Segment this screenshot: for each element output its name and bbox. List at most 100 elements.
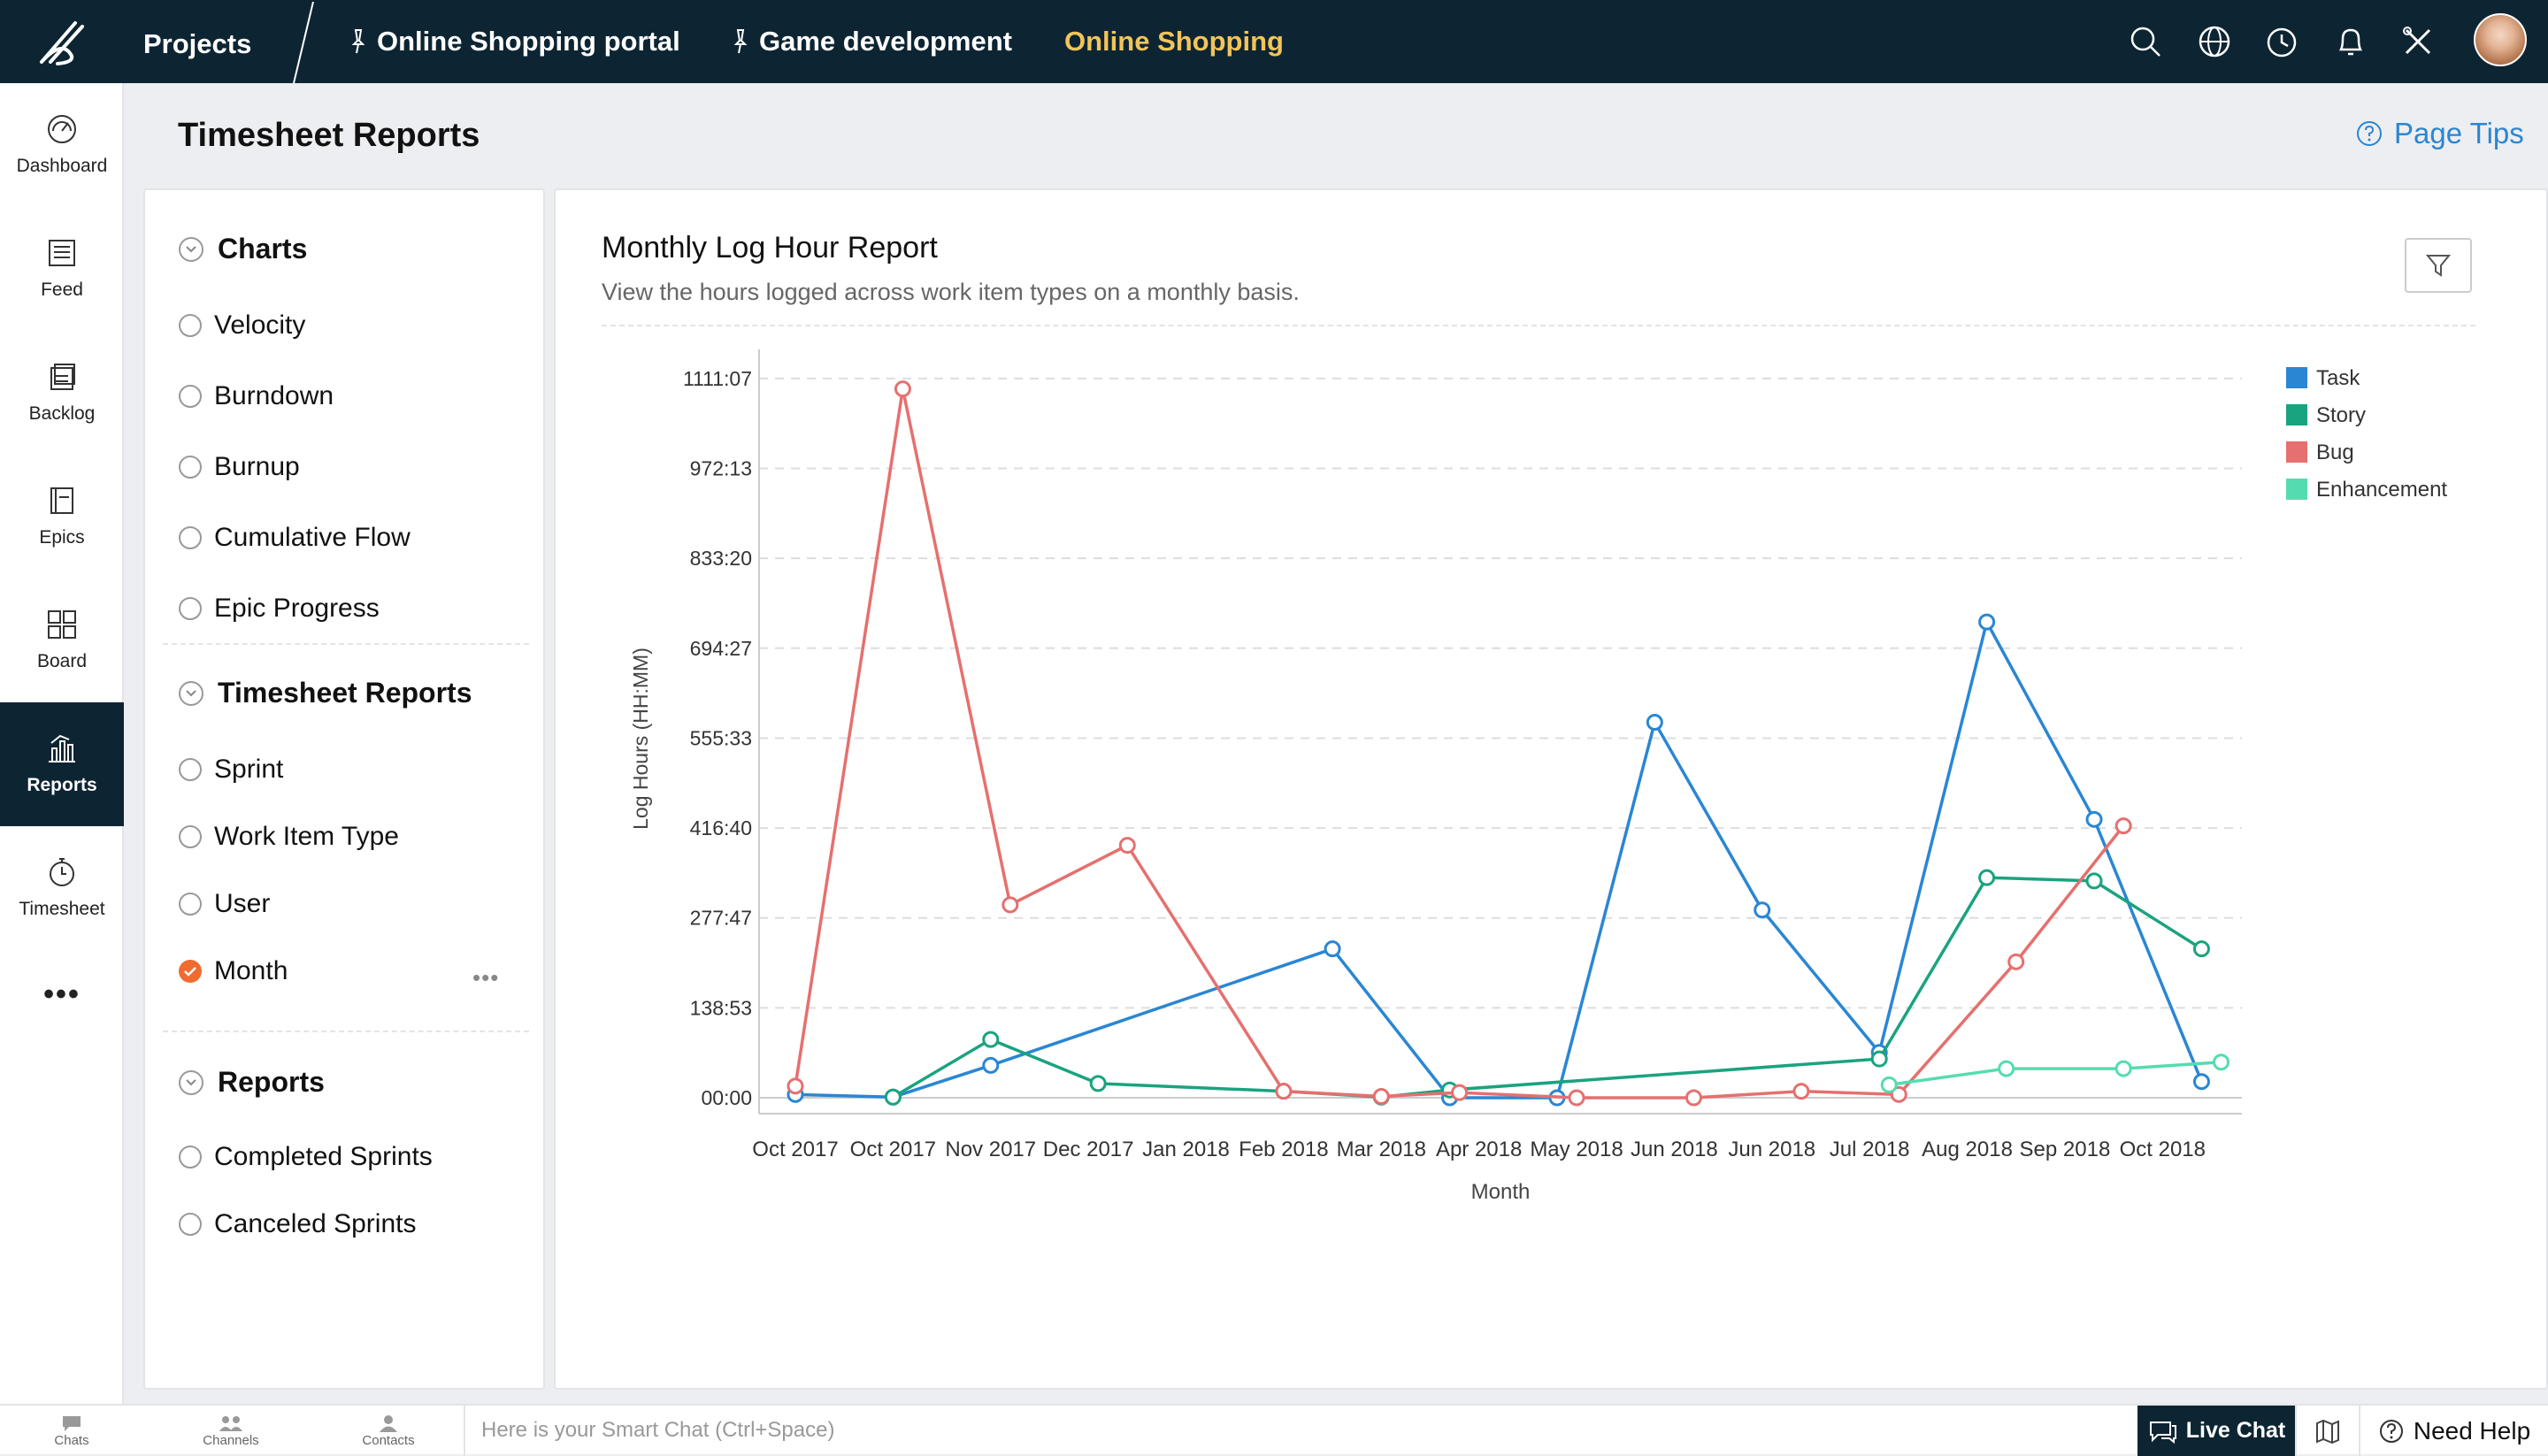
report-item-canceled-sprints[interactable]: Canceled Sprints: [179, 1209, 416, 1239]
x-tick-label: Aug 2018: [1922, 1138, 2013, 1161]
more-options-icon[interactable]: •••: [472, 964, 500, 991]
report-item-velocity[interactable]: Velocity: [179, 310, 305, 341]
report-item-burndown[interactable]: Burndown: [179, 381, 334, 411]
map-button[interactable]: [2295, 1406, 2359, 1456]
radio-button[interactable]: [179, 893, 202, 916]
channels-button[interactable]: Channels: [182, 1406, 280, 1456]
people-icon: [219, 1416, 242, 1431]
report-item-cumulative-flow[interactable]: Cumulative Flow: [179, 523, 411, 553]
radio-button[interactable]: [179, 1146, 202, 1169]
chevron-down-icon: [179, 236, 203, 262]
x-tick-label: Feb 2018: [1239, 1138, 1328, 1161]
sidebar-label: Feed: [41, 280, 83, 300]
report-item-completed-sprints[interactable]: Completed Sprints: [179, 1142, 433, 1172]
live-chat-button[interactable]: Live Chat: [2137, 1406, 2295, 1456]
chevron-down-icon: [179, 1069, 203, 1095]
report-item-user[interactable]: User: [179, 889, 270, 919]
page-title: Timesheet Reports: [178, 117, 480, 154]
data-point: [1372, 1088, 1390, 1106]
x-tick-label: Oct 2018: [2120, 1138, 2206, 1161]
filter-button[interactable]: [2405, 238, 2472, 293]
globe-icon[interactable]: [2196, 23, 2233, 60]
search-icon[interactable]: [2127, 23, 2164, 60]
need-help-button[interactable]: Need Help: [2359, 1406, 2548, 1456]
reports-icon: [49, 734, 75, 762]
data-point: [1324, 940, 1341, 958]
radio-button[interactable]: [179, 597, 202, 620]
sidebar-label: Epics: [39, 527, 85, 548]
report-divider: [602, 325, 2475, 326]
legend-swatch: [2286, 404, 2307, 425]
y-tick-label: 416:40: [690, 816, 752, 839]
contacts-label: Contacts: [362, 1433, 415, 1448]
sidebar-item-reports[interactable]: Reports: [0, 702, 124, 826]
x-tick-label: May 2018: [1530, 1138, 1623, 1161]
sidebar-item-feed[interactable]: Feed: [0, 207, 124, 331]
tools-icon[interactable]: [2399, 23, 2437, 60]
sidebar-item-timesheet[interactable]: Timesheet: [0, 826, 124, 950]
need-help-label: Need Help: [2413, 1416, 2531, 1445]
report-navigation-panel: Charts Velocity Burndown Burnup Cumulati…: [143, 188, 545, 1390]
data-point: [982, 1056, 1000, 1074]
sidebar-item-board[interactable]: Board: [0, 579, 124, 702]
x-tick-label: Apr 2018: [1436, 1138, 1522, 1161]
report-item-sprint[interactable]: Sprint: [179, 755, 283, 785]
chevron-down-icon: [179, 680, 203, 706]
radio-button-checked[interactable]: [179, 960, 202, 983]
chats-button[interactable]: Chats: [23, 1406, 120, 1456]
legend-label: Bug: [2316, 441, 2354, 464]
data-point: [1568, 1089, 1585, 1107]
data-point: [1451, 1084, 1469, 1101]
sidebar-item-epics[interactable]: Epics: [0, 455, 124, 579]
x-tick-label: Oct 2017: [850, 1138, 936, 1161]
data-point: [884, 1088, 902, 1106]
data-point: [894, 380, 911, 398]
radio-button[interactable]: [179, 825, 202, 848]
legend-label: Enhancement: [2316, 478, 2447, 502]
help-circle-icon: [2379, 1419, 2403, 1443]
stopwatch-icon: [50, 858, 74, 886]
nav-online-shopping[interactable]: Online Shopping: [1064, 0, 1284, 83]
report-item-epic-progress[interactable]: Epic Progress: [179, 594, 380, 624]
x-tick-label: Dec 2017: [1043, 1138, 1134, 1161]
radio-button[interactable]: [179, 314, 202, 337]
nav-game-development[interactable]: Game development: [731, 0, 1012, 83]
section-reports[interactable]: Reports: [179, 1066, 325, 1099]
data-point: [982, 1031, 1000, 1048]
report-item-label: User: [214, 889, 271, 918]
sidebar-item-backlog[interactable]: Backlog: [0, 331, 124, 455]
projects-link[interactable]: Projects: [143, 28, 252, 59]
report-item-label: Epic Progress: [214, 594, 380, 623]
report-item-work-item-type[interactable]: Work Item Type: [179, 822, 399, 852]
live-chat-label: Live Chat: [2185, 1418, 2286, 1443]
radio-button[interactable]: [179, 526, 202, 549]
smart-chat-input[interactable]: Here is your Smart Chat (Ctrl+Space): [464, 1406, 2136, 1456]
section-timesheet-reports[interactable]: Timesheet Reports: [179, 677, 472, 709]
section-divider: [163, 1031, 529, 1032]
clock-icon[interactable]: [2263, 23, 2300, 60]
sidebar-label: Reports: [27, 775, 97, 795]
app-logo-icon[interactable]: [0, 0, 124, 83]
page-tips-link[interactable]: Page Tips: [2355, 117, 2524, 150]
contacts-button[interactable]: Contacts: [340, 1406, 437, 1456]
report-item-label: Velocity: [214, 310, 306, 340]
bell-icon[interactable]: [2332, 23, 2369, 60]
radio-button[interactable]: [179, 456, 202, 479]
section-title: Reports: [218, 1066, 325, 1098]
report-item-label: Work Item Type: [214, 822, 399, 851]
person-icon: [380, 1415, 397, 1432]
radio-button[interactable]: [179, 385, 202, 408]
data-point: [1998, 1060, 2015, 1077]
report-item-month[interactable]: Month: [179, 956, 288, 986]
radio-button[interactable]: [179, 1213, 202, 1236]
data-point: [1870, 1050, 1888, 1068]
section-charts[interactable]: Charts: [179, 233, 307, 265]
report-item-burnup[interactable]: Burnup: [179, 452, 300, 482]
sidebar-item-dashboard[interactable]: Dashboard: [0, 83, 124, 207]
sidebar-more-button[interactable]: •••: [43, 977, 81, 1011]
radio-button[interactable]: [179, 758, 202, 781]
y-tick-label: 694:27: [690, 637, 752, 660]
user-avatar[interactable]: [2474, 13, 2527, 66]
board-icon: [48, 610, 76, 639]
nav-online-shopping-portal[interactable]: Online Shopping portal: [349, 0, 680, 83]
